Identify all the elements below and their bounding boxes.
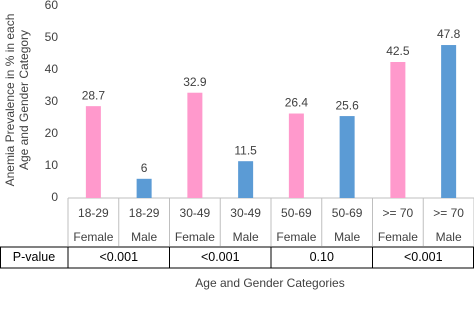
bar <box>390 62 406 198</box>
table-cell: <0.001 <box>201 250 240 264</box>
x-tick-label: >= 70 <box>383 206 414 220</box>
x-tick-sublabel: Female <box>276 230 316 244</box>
bar <box>136 178 152 198</box>
y-axis-title-line: Age and Gender Category <box>17 30 31 170</box>
data-label: 25.6 <box>335 98 359 112</box>
table-header: P-value <box>13 250 55 264</box>
y-tick-label: 0 <box>51 190 58 204</box>
x-tick-sublabel: Male <box>131 230 157 244</box>
y-tick-label: 60 <box>45 0 59 12</box>
x-tick-sublabel: Male <box>334 230 360 244</box>
y-tick-label: 10 <box>45 158 59 172</box>
x-tick-sublabel: Male <box>436 230 462 244</box>
y-tick-label: 50 <box>45 30 59 44</box>
x-tick-sublabel: Female <box>175 230 215 244</box>
y-axis-title-line: Anemia Prevalence in % in each <box>3 14 17 187</box>
data-label: 32.9 <box>183 75 207 89</box>
x-tick-sublabel: Female <box>378 230 418 244</box>
bar <box>238 161 254 198</box>
data-label: 28.7 <box>82 88 106 102</box>
x-tick-label: 30-49 <box>230 206 261 220</box>
x-tick-label: 50-69 <box>281 206 312 220</box>
x-axis-title: Age and Gender Categories <box>195 276 344 290</box>
x-tick-label: 18-29 <box>129 206 160 220</box>
data-label: 6 <box>141 161 148 175</box>
x-tick-label: 30-49 <box>180 206 211 220</box>
y-tick-label: 20 <box>45 126 59 140</box>
x-tick-sublabel: Female <box>73 230 113 244</box>
table-cell: <0.001 <box>404 250 443 264</box>
data-label: 11.5 <box>234 143 257 157</box>
table-cell: <0.001 <box>99 250 138 264</box>
y-tick-label: 40 <box>45 62 59 76</box>
bar <box>187 92 203 198</box>
data-label: 26.4 <box>285 96 309 110</box>
bar <box>288 113 304 198</box>
bar <box>441 45 457 198</box>
y-tick-label: 30 <box>45 94 59 108</box>
data-label: 42.5 <box>386 44 410 58</box>
data-label: 47.8 <box>437 27 461 41</box>
table-cell: 0.10 <box>310 250 334 264</box>
x-tick-label: >= 70 <box>433 206 464 220</box>
y-axis-title: Anemia Prevalence in % in each Age and G… <box>3 14 31 187</box>
x-tick-label: 50-69 <box>332 206 363 220</box>
bar <box>85 106 101 198</box>
x-tick-label: 18-29 <box>78 206 109 220</box>
x-tick-sublabel: Male <box>233 230 259 244</box>
bar <box>339 116 355 198</box>
